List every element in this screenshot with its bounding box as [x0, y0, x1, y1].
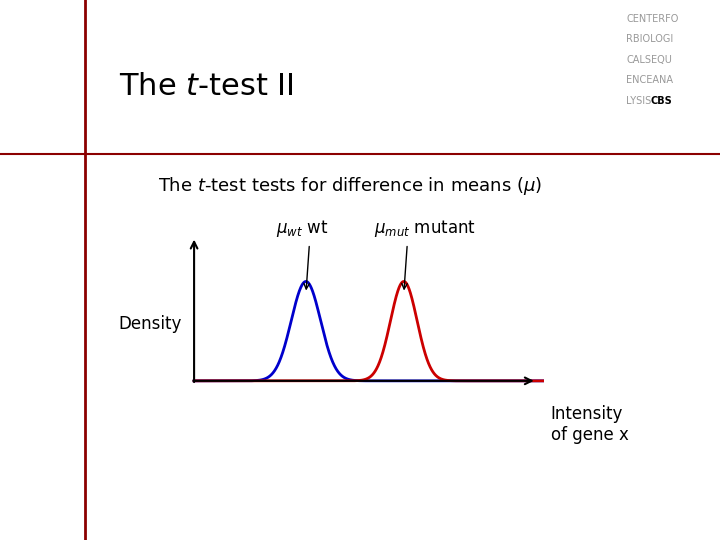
Text: Density: Density [119, 315, 182, 333]
Text: RBIOLOGI: RBIOLOGI [626, 34, 674, 44]
Text: Intensity
of gene x: Intensity of gene x [551, 405, 629, 444]
Text: CENTERFO: CENTERFO [626, 14, 679, 24]
Text: The $t$-test tests for difference in means ($\mu$): The $t$-test tests for difference in mea… [158, 176, 543, 197]
Text: The $t$-test II: The $t$-test II [119, 72, 294, 101]
Text: $\mu_{wt}$ wt: $\mu_{wt}$ wt [276, 218, 328, 239]
Text: $\mu_{mut}$ mutant: $\mu_{mut}$ mutant [374, 218, 476, 239]
Text: CBS: CBS [650, 96, 672, 106]
Text: LYSIS: LYSIS [626, 96, 654, 106]
Text: ENCEANA: ENCEANA [626, 75, 673, 85]
Text: CALSEQU: CALSEQU [626, 55, 672, 65]
